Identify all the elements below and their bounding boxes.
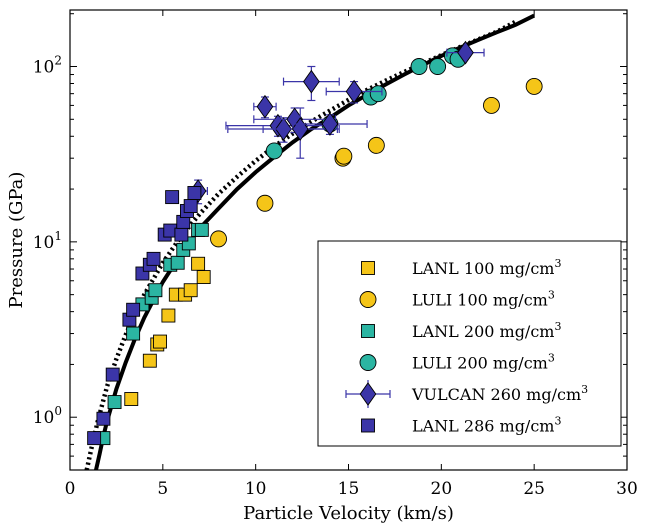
legend-marker	[359, 354, 377, 371]
data-point	[196, 270, 211, 284]
legend-marker	[359, 382, 377, 406]
x-tick-label: 10	[245, 479, 267, 499]
x-tick-label: 0	[65, 479, 76, 499]
x-axis-title: Particle Velocity (km/s)	[243, 503, 454, 524]
data-point	[345, 79, 363, 104]
x-tick-label: 5	[157, 479, 168, 499]
data-point	[96, 411, 111, 426]
data-point	[321, 112, 339, 136]
data-point	[153, 334, 167, 349]
data-point	[369, 85, 387, 103]
data-point	[183, 199, 198, 214]
data-point	[210, 230, 227, 248]
data-points	[87, 40, 543, 446]
series-0	[124, 256, 211, 406]
legend-marker	[361, 324, 375, 338]
series-1	[210, 77, 543, 248]
legend: LANL 100 mg/cm3 LULI 100 mg/cm3 LANL 200 m…	[317, 240, 622, 447]
data-point	[265, 142, 283, 160]
data-point	[165, 190, 180, 205]
x-tick-label: 30	[616, 479, 638, 499]
legend-label: VULCAN 260 mg/cm3	[411, 383, 588, 404]
series-3	[265, 47, 467, 160]
data-point	[126, 302, 141, 317]
y-tick-label: 100	[33, 404, 62, 428]
data-point	[483, 96, 500, 114]
data-point	[87, 431, 102, 446]
data-point	[142, 353, 157, 368]
series-4	[188, 40, 485, 205]
series-5	[87, 186, 202, 446]
data-point	[126, 326, 141, 341]
data-point	[191, 256, 206, 271]
legend-label: LANL 286 mg/cm3	[412, 415, 561, 436]
x-tick-label: 20	[431, 479, 453, 499]
legend-marker	[361, 418, 375, 433]
data-point	[124, 392, 139, 406]
y-axis-title: Pressure (GPa)	[6, 172, 27, 309]
data-point	[367, 136, 385, 154]
legend-label: LANL 100 mg/cm3	[412, 257, 561, 278]
data-point	[174, 227, 189, 242]
x-tick-label: 15	[338, 479, 360, 499]
data-point	[170, 255, 185, 270]
data-point	[105, 367, 120, 382]
data-point	[256, 94, 274, 119]
y-tick-label: 101	[33, 229, 62, 253]
data-point	[256, 194, 274, 212]
y-tick-label: 102	[33, 54, 62, 78]
data-point	[335, 147, 353, 165]
legend-marker	[361, 261, 375, 275]
data-point	[303, 69, 320, 94]
data-point	[194, 222, 209, 237]
data-point	[525, 77, 543, 95]
data-point	[148, 283, 163, 298]
data-point	[146, 251, 161, 266]
data-point	[187, 186, 202, 200]
legend-marker	[359, 291, 377, 308]
series-2	[96, 222, 209, 446]
x-tick-label: 25	[523, 479, 545, 499]
legend-label: LANL 200 mg/cm3	[412, 320, 561, 341]
axes: 0 5 10 15 20 25 30 100 101 102 Particle Velocity (…	[6, 9, 638, 524]
data-point	[183, 283, 198, 298]
data-point	[410, 58, 428, 75]
legend-box	[317, 240, 622, 447]
legend-label: LULI 100 mg/cm3	[412, 289, 555, 310]
data-point	[429, 58, 447, 75]
data-point	[107, 395, 122, 410]
legend-label: LULI 200 mg/cm3	[412, 352, 555, 373]
data-point	[161, 308, 176, 323]
data-point	[457, 40, 474, 65]
